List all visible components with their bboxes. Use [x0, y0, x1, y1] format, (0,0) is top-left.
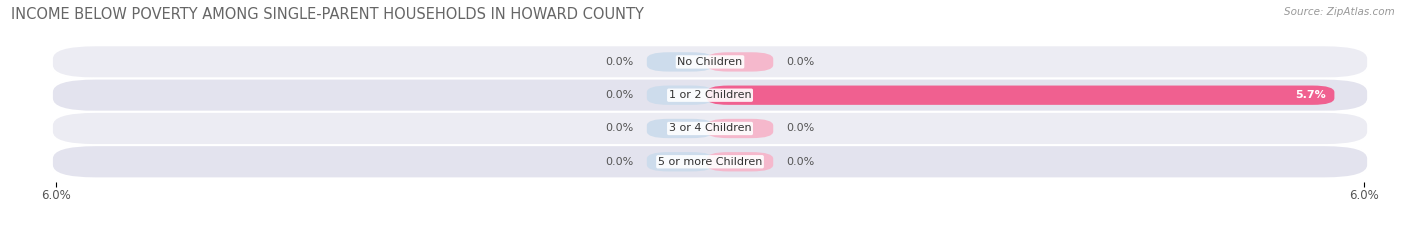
Text: 5 or more Children: 5 or more Children	[658, 157, 762, 167]
FancyBboxPatch shape	[647, 152, 713, 171]
FancyBboxPatch shape	[647, 52, 713, 72]
FancyBboxPatch shape	[647, 119, 713, 138]
FancyBboxPatch shape	[707, 86, 1334, 105]
Text: 1 or 2 Children: 1 or 2 Children	[669, 90, 751, 100]
FancyBboxPatch shape	[52, 112, 1368, 145]
FancyBboxPatch shape	[647, 86, 713, 105]
Text: No Children: No Children	[678, 57, 742, 67]
Text: 0.0%: 0.0%	[606, 157, 634, 167]
Text: 3 or 4 Children: 3 or 4 Children	[669, 123, 751, 134]
Text: 0.0%: 0.0%	[786, 57, 814, 67]
Text: Source: ZipAtlas.com: Source: ZipAtlas.com	[1284, 7, 1395, 17]
FancyBboxPatch shape	[52, 145, 1368, 178]
Text: 0.0%: 0.0%	[786, 157, 814, 167]
Text: INCOME BELOW POVERTY AMONG SINGLE-PARENT HOUSEHOLDS IN HOWARD COUNTY: INCOME BELOW POVERTY AMONG SINGLE-PARENT…	[11, 7, 644, 22]
FancyBboxPatch shape	[707, 119, 773, 138]
Text: 0.0%: 0.0%	[606, 90, 634, 100]
Text: 0.0%: 0.0%	[606, 57, 634, 67]
FancyBboxPatch shape	[52, 79, 1368, 112]
FancyBboxPatch shape	[707, 152, 773, 171]
Text: 0.0%: 0.0%	[606, 123, 634, 134]
FancyBboxPatch shape	[707, 52, 773, 72]
Text: 5.7%: 5.7%	[1295, 90, 1326, 100]
Text: 0.0%: 0.0%	[786, 123, 814, 134]
FancyBboxPatch shape	[52, 45, 1368, 79]
